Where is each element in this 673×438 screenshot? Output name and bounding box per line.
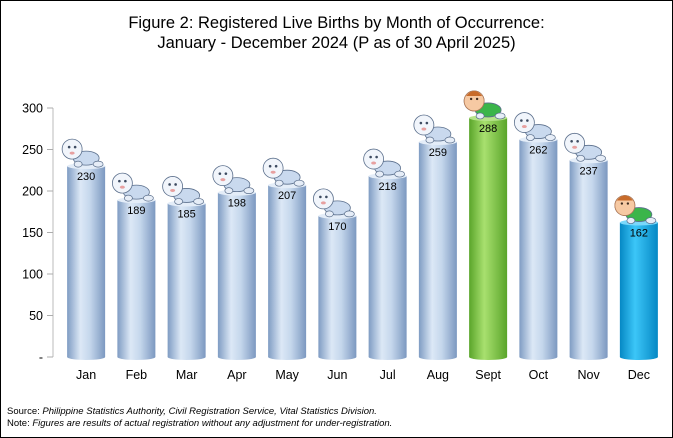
bar-base-jan <box>67 354 106 360</box>
value-label-dec: 162 <box>630 228 648 240</box>
note-text: Figures are results of actual registrati… <box>32 418 393 429</box>
x-tick-label-sept: Sept <box>475 368 501 382</box>
baby-icon <box>363 148 406 178</box>
y-tick-label: 150 <box>22 226 43 240</box>
bar-mar <box>167 203 206 357</box>
baby-icon <box>564 132 607 162</box>
note-line: Note: Figures are results of actual regi… <box>7 418 392 430</box>
chart-title-line-2: January - December 2024 (P as of 30 Apri… <box>157 34 516 52</box>
footnotes: Source: Philippine Statistics Authority,… <box>7 406 392 430</box>
bar-base-apr <box>217 354 256 360</box>
note-label: Note: <box>7 418 30 429</box>
value-labels-group: 230 189 185 198 207 170 218 259 288 262 237 162 <box>77 123 648 240</box>
chart-title-line-1: Figure 2: Registered Live Births by Mont… <box>128 14 545 32</box>
bar-base-aug <box>418 354 457 360</box>
value-label-jun: 170 <box>328 221 346 233</box>
baby-hair-icon <box>616 195 633 201</box>
bar-sept <box>469 117 508 358</box>
bars-group <box>67 114 658 360</box>
baby-icon <box>162 175 205 205</box>
x-tick-label-nov: Nov <box>578 368 601 382</box>
y-tick-label: 100 <box>22 268 43 282</box>
bar-jan <box>67 166 106 357</box>
value-label-jul: 218 <box>378 181 396 193</box>
bar-jun <box>318 215 357 357</box>
bar-dec <box>619 222 658 357</box>
baby-eye-icon <box>475 97 479 101</box>
source-label: Source: <box>7 406 40 417</box>
value-label-jan: 230 <box>77 171 95 183</box>
value-label-nov: 237 <box>579 165 597 177</box>
x-tick-label-jun: Jun <box>327 368 347 382</box>
x-tick-label-feb: Feb <box>126 368 148 382</box>
bar-base-sept <box>469 354 508 360</box>
value-label-may: 207 <box>278 190 296 202</box>
y-tick-label: 300 <box>22 102 43 116</box>
x-tick-label-jan: Jan <box>76 368 96 382</box>
bar-feb <box>117 200 156 357</box>
x-tick-label-aug: Aug <box>427 368 449 382</box>
baby-icon <box>312 188 355 218</box>
baby-icon <box>262 157 305 187</box>
value-label-sept: 288 <box>479 123 497 135</box>
value-label-oct: 262 <box>529 145 547 157</box>
bar-base-jul <box>368 354 407 360</box>
x-tick-label-jul: Jul <box>380 368 396 382</box>
bar-oct <box>519 139 558 357</box>
chart-title: Figure 2: Registered Live Births by Mont… <box>1 13 672 53</box>
bar-aug <box>418 142 457 357</box>
value-label-mar: 185 <box>177 208 195 220</box>
baby-hair-icon <box>466 90 483 96</box>
baby-icon <box>413 114 456 144</box>
baby-eye-icon <box>620 202 624 205</box>
y-tick-label: 200 <box>22 185 43 199</box>
x-tick-label-dec: Dec <box>628 368 650 382</box>
bar-base-feb <box>117 354 156 360</box>
bar-base-may <box>268 354 307 360</box>
bar-apr <box>217 192 256 357</box>
bar-base-dec <box>619 354 658 360</box>
bar-base-mar <box>167 354 206 360</box>
baby-icon <box>513 112 556 142</box>
baby-icon <box>212 165 255 195</box>
source-text: Philippine Statistics Authority, Civil R… <box>42 406 377 417</box>
y-tick-label: - <box>39 351 43 365</box>
value-label-aug: 259 <box>429 147 447 159</box>
baby-eye-icon <box>469 97 473 101</box>
baby-eye-icon <box>626 202 630 205</box>
bar-base-nov <box>569 354 608 360</box>
value-label-apr: 198 <box>228 198 246 210</box>
bar-base-jun <box>318 354 357 360</box>
x-tick-label-oct: Oct <box>529 368 549 382</box>
bar-base-oct <box>519 354 558 360</box>
value-label-feb: 189 <box>127 205 145 217</box>
x-tick-label-apr: Apr <box>227 368 246 382</box>
y-tick-label: 250 <box>22 143 43 157</box>
x-tick-label-mar: Mar <box>176 368 198 382</box>
bar-nov <box>569 160 608 357</box>
source-line: Source: Philippine Statistics Authority,… <box>7 406 392 418</box>
baby-icon <box>111 172 154 202</box>
baby-icon <box>61 138 104 168</box>
babies-group <box>61 90 657 225</box>
bar-may <box>268 185 307 357</box>
bar-jul <box>368 176 407 357</box>
x-tick-label-may: May <box>275 368 299 382</box>
y-tick-label: 50 <box>29 309 43 323</box>
x-axis: Jan Feb Mar Apr May Jun Jul Aug Sept Oct Nov Dec <box>76 368 650 382</box>
y-axis: - 50 100 150 200 250 300 <box>22 102 54 365</box>
